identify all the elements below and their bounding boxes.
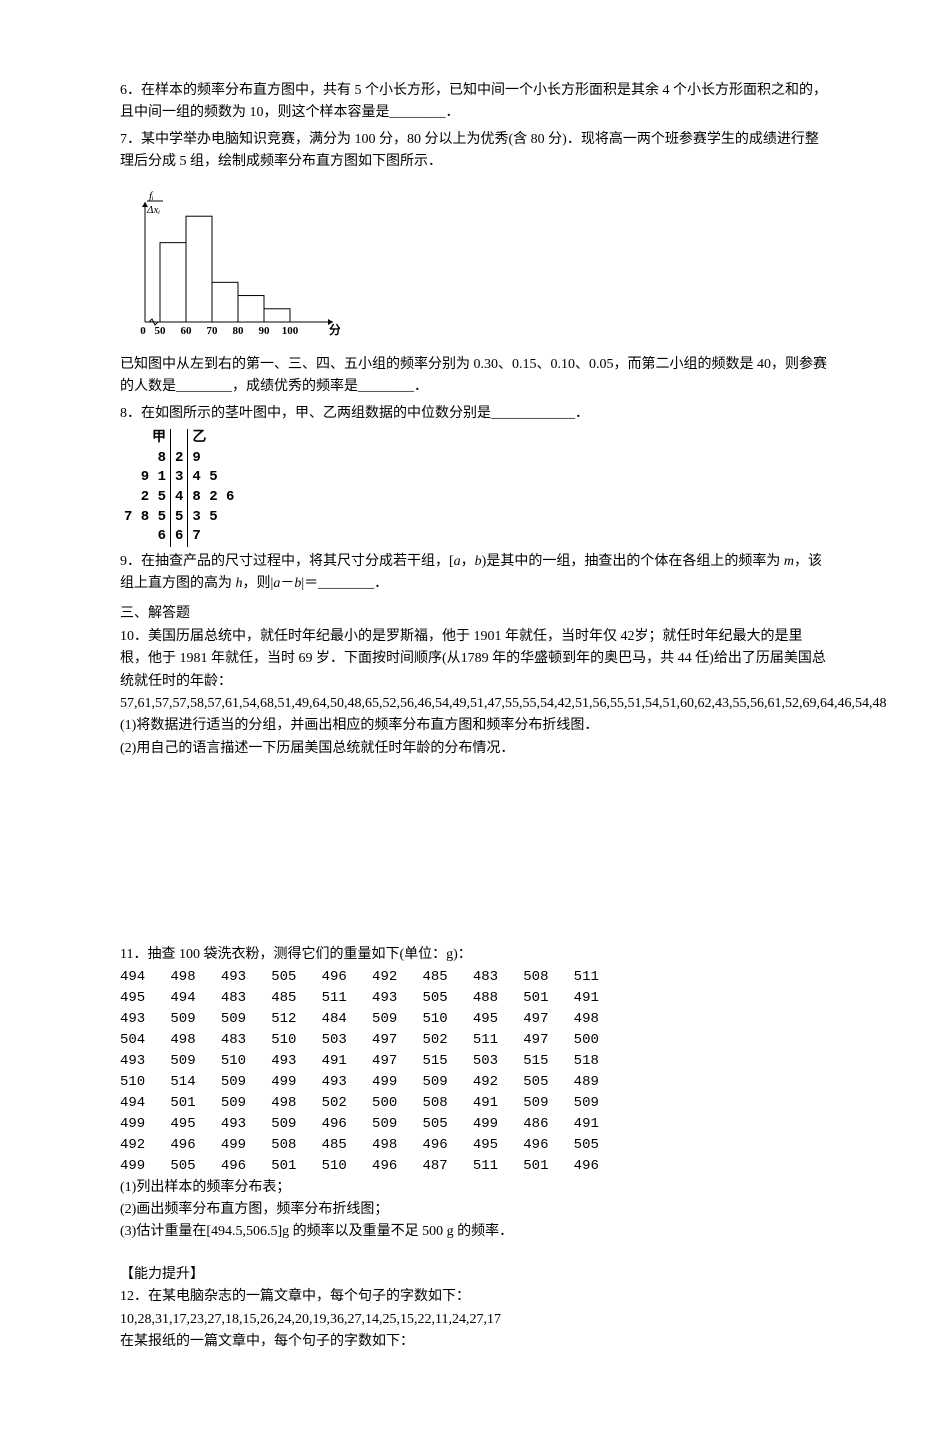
section-3-title: 三、解答题	[120, 603, 830, 625]
question-9: 9．在抽查产品的尺寸过程中，将其尺寸分成若干组，[a，b)是其中的一组，抽查出的…	[120, 551, 830, 596]
q7-text-b: 已知图中从左到右的第一、三、四、五小组的频率分别为 0.30、0.15、0.10…	[120, 354, 830, 399]
question-8: 8．在如图所示的茎叶图中，甲、乙两组数据的中位数分别是____________．…	[120, 403, 830, 547]
question-11: 11．抽查 100 袋洗衣粉，测得它们的重量如下(单位：g)： 494 498 …	[120, 944, 830, 1244]
svg-text:0: 0	[140, 325, 146, 337]
var-m: m	[784, 554, 794, 569]
var-b: b	[475, 554, 482, 569]
q8-text: 8．在如图所示的茎叶图中，甲、乙两组数据的中位数分别是____________．	[120, 403, 830, 425]
q9-e: ，则|	[243, 576, 274, 591]
spacer	[120, 764, 830, 944]
svg-text:70: 70	[207, 325, 219, 337]
svg-text:80: 80	[233, 325, 245, 337]
q12-data: 10,28,31,17,23,27,18,15,26,24,20,19,36,2…	[120, 1309, 830, 1331]
q10-data: 57,61,57,57,58,57,61,54,68,51,49,64,50,4…	[120, 693, 830, 715]
q12-text-b: 在某报纸的一篇文章中，每个句子的字数如下：	[120, 1331, 830, 1353]
stem-leaf-plot: 甲乙8299 134 52 548 2 67 8 553 5667	[120, 429, 830, 547]
q10-text-a: 10．美国历届总统中，就任时年纪最小的是罗斯福，他于 1901 年就任，当时年仅…	[120, 626, 830, 693]
q9-a: 9．在抽查产品的尺寸过程中，将其尺寸分成若干组，[	[120, 554, 454, 569]
svg-text:Δxᵢ: Δxᵢ	[146, 204, 160, 216]
svg-text:60: 60	[181, 325, 193, 337]
q10-sub2: (2)用自己的语言描述一下历届美国总统就任时年龄的分布情况．	[120, 738, 830, 760]
q9-g: |＝________．	[301, 576, 388, 591]
ability-section-title: 【能力提升】	[120, 1264, 830, 1286]
q9-f: －	[280, 576, 294, 591]
question-6: 6．在样本的频率分布直方图中，共有 5 个小长方形，已知中间一个小长方形面积是其…	[120, 80, 830, 125]
q7-histogram: fᵢ Δxᵢ 0 50 60 70 80 90 100 分数	[120, 182, 830, 350]
q6-text: 6．在样本的频率分布直方图中，共有 5 个小长方形，已知中间一个小长方形面积是其…	[120, 83, 827, 120]
q10-sub1: (1)将数据进行适当的分组，并画出相应的频率分布直方图和频率分布折线图．	[120, 715, 830, 737]
q11-text: 11．抽查 100 袋洗衣粉，测得它们的重量如下(单位：g)：	[120, 944, 830, 966]
svg-text:分数: 分数	[329, 322, 340, 337]
svg-text:fᵢ: fᵢ	[149, 190, 154, 202]
q11-sub2: (2)画出频率分布直方图，频率分布折线图；	[120, 1199, 830, 1221]
q9-b: ，	[461, 554, 475, 569]
svg-text:50: 50	[155, 325, 167, 337]
question-12: 12．在某电脑杂志的一篇文章中，每个句子的字数如下： 10,28,31,17,2…	[120, 1286, 830, 1353]
svg-text:90: 90	[259, 325, 271, 337]
question-10: 10．美国历届总统中，就任时年纪最小的是罗斯福，他于 1901 年就任，当时年仅…	[120, 626, 830, 760]
q11-sub3: (3)估计重量在[494.5,506.5]g 的频率以及重量不足 500 g 的…	[120, 1221, 830, 1243]
q12-text-a: 12．在某电脑杂志的一篇文章中，每个句子的字数如下：	[120, 1286, 830, 1308]
q9-c: )是其中的一组，抽查出的个体在各组上的频率为	[482, 554, 784, 569]
var-a: a	[454, 554, 461, 569]
q7-text-a: 7．某中学举办电脑知识竞赛，满分为 100 分，80 分以上为优秀(含 80 分…	[120, 129, 830, 174]
svg-text:100: 100	[282, 325, 299, 337]
question-7: 7．某中学举办电脑知识竞赛，满分为 100 分，80 分以上为优秀(含 80 分…	[120, 129, 830, 399]
var-h: h	[236, 576, 243, 591]
q11-data-table: 494 498 493 505 496 492 485 483 508 511 …	[120, 967, 830, 1177]
q11-sub1: (1)列出样本的频率分布表；	[120, 1177, 830, 1199]
